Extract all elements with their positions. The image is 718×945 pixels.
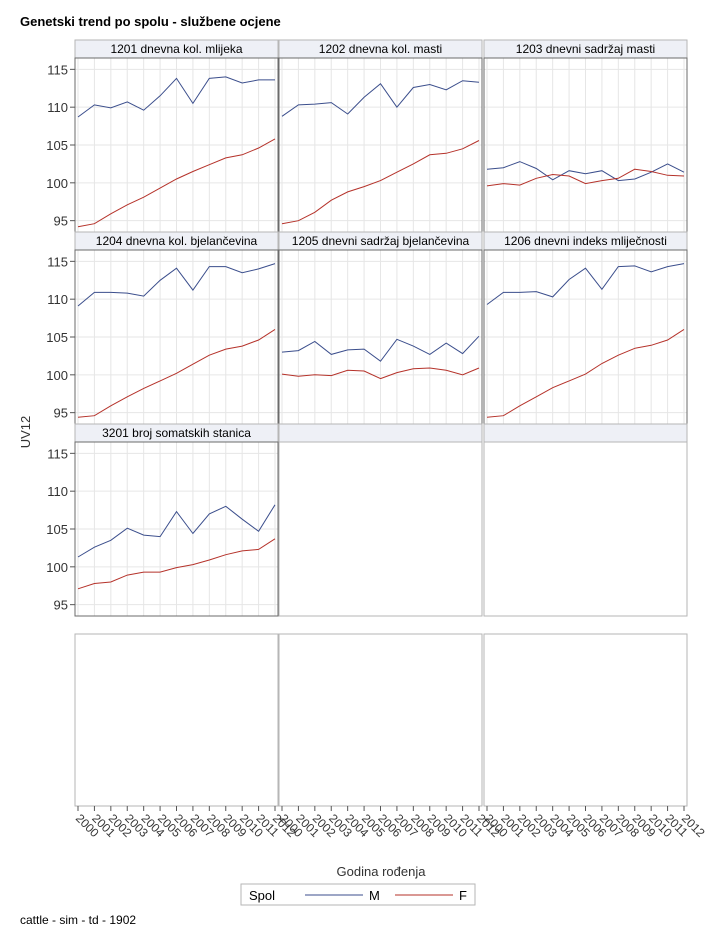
x-axis-title: Godina rođenja <box>337 864 427 879</box>
panel-3: 1203 dnevni sadržaj masti <box>483 39 688 233</box>
panel-2: 1202 dnevna kol. masti <box>278 39 483 233</box>
y-tick-label: 115 <box>47 254 68 269</box>
y-tick-label: 95 <box>54 406 68 421</box>
panels-group: 1201 dnevna kol. mlijeka 1202 dnevna kol.… <box>18 39 708 906</box>
series-line-M <box>77 504 276 558</box>
y-tick-label: 110 <box>47 100 68 115</box>
y-tick-label: 110 <box>47 484 68 499</box>
legend-label-M: M <box>369 888 380 903</box>
panel-title: 1201 dnevna kol. mlijeka <box>110 42 242 56</box>
legend-title: Spol <box>249 888 275 903</box>
panel-8 <box>278 423 483 617</box>
panel-9 <box>483 423 688 617</box>
y-axis-title: UV12 <box>18 416 33 449</box>
y-tick-label: 110 <box>47 292 68 307</box>
y-tick-label: 115 <box>47 62 68 77</box>
panel-10 <box>74 633 279 807</box>
legend-label-F: F <box>459 888 467 903</box>
panel-frame <box>483 441 688 617</box>
series-line-F <box>281 140 480 225</box>
panel-frame <box>278 633 483 807</box>
y-tick-label: 100 <box>46 176 68 191</box>
y-tick-label: 105 <box>46 138 68 153</box>
panel-title: 1206 dnevni indeks mliječnosti <box>504 234 667 248</box>
panel-5: 1205 dnevni sadržaj bjelančevina <box>278 231 483 425</box>
page-title: Genetski trend po spolu - službene ocjen… <box>20 14 281 29</box>
panel-frame <box>278 441 483 617</box>
panel-7: 3201 broj somatskih stanica <box>74 423 279 617</box>
y-tick-label: 100 <box>46 560 68 575</box>
series-line-M <box>281 335 480 362</box>
y-tick-label: 115 <box>47 446 68 461</box>
series-line-M <box>77 263 276 307</box>
series-line-M <box>281 80 480 117</box>
panel-1: 1201 dnevna kol. mlijeka <box>74 39 279 233</box>
panel-6: 1206 dnevni indeks mliječnosti <box>483 231 688 425</box>
panel-frame <box>483 633 688 807</box>
panel-4: 1204 dnevna kol. bjelančevina <box>74 231 279 425</box>
series-line-F <box>77 138 276 228</box>
series-line-F <box>281 367 480 380</box>
series-line-F <box>486 168 685 187</box>
series-line-M <box>77 76 275 118</box>
y-tick-label: 105 <box>46 522 68 537</box>
panel-frame <box>74 633 279 807</box>
panel-11 <box>278 633 483 807</box>
y-tick-label: 100 <box>46 368 68 383</box>
panel-title: 1204 dnevna kol. bjelančevina <box>96 234 258 248</box>
footer-note: cattle - sim - td - 1902 <box>20 913 137 927</box>
series-line-M <box>486 263 685 305</box>
legend: Spol M F <box>240 883 476 906</box>
panel-title: 3201 broj somatskih stanica <box>102 426 251 440</box>
series-line-F <box>77 538 276 590</box>
panel-title: 1203 dnevni sadržaj masti <box>516 42 655 56</box>
series-line-F <box>77 328 276 418</box>
y-tick-label: 105 <box>46 330 68 345</box>
panel-header <box>278 423 483 443</box>
panel-title: 1205 dnevni sadržaj bjelančevina <box>292 234 470 248</box>
y-tick-label: 95 <box>54 214 68 229</box>
panel-header <box>483 423 688 443</box>
y-tick-label: 95 <box>54 598 68 613</box>
series-line-M <box>486 161 685 182</box>
panel-12 <box>483 633 688 807</box>
panel-title: 1202 dnevna kol. masti <box>319 42 442 56</box>
series-line-F <box>486 328 685 418</box>
